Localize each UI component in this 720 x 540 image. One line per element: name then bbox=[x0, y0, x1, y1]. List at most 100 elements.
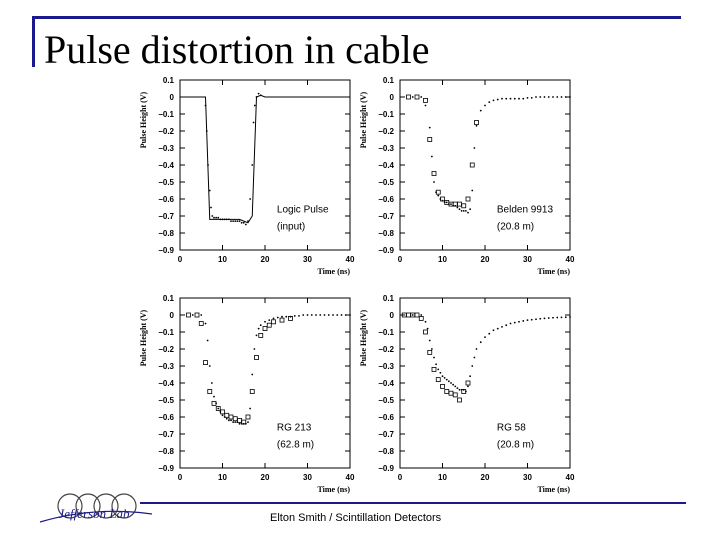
data-point bbox=[501, 326, 503, 328]
data-point bbox=[454, 204, 457, 207]
y-tick-label: −0.5 bbox=[158, 178, 174, 187]
y-tick-label: 0.1 bbox=[163, 294, 175, 303]
slide-title: Pulse distortion in cable bbox=[44, 27, 430, 72]
data-point bbox=[428, 126, 431, 129]
data-point bbox=[492, 99, 495, 102]
data-point bbox=[547, 317, 550, 319]
data-point bbox=[445, 378, 448, 381]
data-point bbox=[225, 417, 228, 420]
jefferson-lab-logo: Jefferson Lab bbox=[39, 493, 153, 523]
data-point bbox=[252, 121, 255, 124]
data-point bbox=[323, 314, 326, 316]
data-point-square bbox=[423, 329, 428, 335]
annotation: (20.8 m) bbox=[497, 222, 534, 233]
data-point bbox=[276, 316, 279, 319]
data-point bbox=[238, 422, 241, 425]
data-point bbox=[471, 189, 474, 192]
data-point bbox=[458, 208, 461, 211]
data-point bbox=[505, 97, 508, 100]
data-point bbox=[319, 314, 322, 316]
data-point-square bbox=[448, 390, 454, 396]
data-point bbox=[450, 203, 452, 206]
data-point bbox=[227, 419, 230, 422]
data-point bbox=[522, 320, 525, 322]
data-point bbox=[464, 210, 467, 212]
y-tick-label: −0.4 bbox=[158, 161, 174, 170]
data-point bbox=[450, 382, 452, 384]
x-tick-label: 40 bbox=[346, 473, 355, 482]
data-point bbox=[441, 199, 444, 202]
data-point bbox=[293, 314, 296, 317]
annotation: Logic Pulse bbox=[277, 205, 329, 216]
data-point bbox=[207, 164, 209, 166]
y-tick-label: 0.1 bbox=[383, 294, 395, 303]
y-tick-label: −0.1 bbox=[378, 328, 394, 337]
data-point bbox=[217, 216, 220, 219]
data-point bbox=[526, 319, 529, 321]
y-tick-label: −0.3 bbox=[378, 144, 394, 153]
data-point bbox=[505, 324, 508, 327]
x-tick-label: 0 bbox=[178, 255, 183, 264]
y-tick-label: −0.3 bbox=[378, 362, 394, 371]
data-point bbox=[513, 97, 516, 100]
data-point bbox=[522, 97, 525, 100]
annotation: (20.8 m) bbox=[497, 440, 534, 451]
y-tick-label: −0.9 bbox=[378, 464, 394, 473]
data-point bbox=[247, 220, 249, 223]
data-point bbox=[205, 130, 208, 132]
data-point bbox=[255, 96, 258, 98]
x-tick-label: 30 bbox=[523, 473, 532, 482]
data-point bbox=[234, 220, 237, 223]
data-point bbox=[484, 336, 486, 338]
data-point bbox=[204, 322, 207, 325]
data-point-square bbox=[207, 389, 213, 394]
data-point bbox=[213, 216, 215, 219]
x-tick-label: 20 bbox=[261, 255, 270, 264]
data-point bbox=[240, 221, 243, 224]
data-point bbox=[255, 334, 258, 337]
y-tick-label: −0.8 bbox=[158, 447, 174, 456]
data-point bbox=[458, 388, 461, 391]
y-tick-label: −0.2 bbox=[158, 345, 174, 354]
y-axis-label: Pulse Height (V) bbox=[359, 91, 368, 148]
data-point bbox=[251, 373, 254, 376]
y-tick-label: −0.7 bbox=[158, 212, 174, 221]
data-point-square bbox=[406, 312, 411, 318]
data-point bbox=[569, 96, 571, 98]
data-point-square bbox=[258, 332, 264, 338]
data-point bbox=[496, 327, 499, 330]
data-point bbox=[244, 422, 247, 425]
y-tick-label: −0.2 bbox=[378, 345, 394, 354]
data-point bbox=[221, 414, 224, 417]
data-point-square bbox=[465, 196, 471, 202]
data-point bbox=[306, 314, 309, 316]
data-point bbox=[298, 314, 300, 317]
data-point bbox=[227, 218, 230, 221]
y-tick-label: 0 bbox=[390, 93, 395, 102]
data-point-square bbox=[203, 360, 208, 366]
data-point bbox=[238, 220, 241, 223]
data-point bbox=[496, 98, 499, 101]
y-tick-label: −0.6 bbox=[158, 195, 174, 204]
x-tick-label: 20 bbox=[261, 473, 270, 482]
data-point bbox=[242, 221, 245, 224]
data-point bbox=[349, 314, 351, 316]
data-point bbox=[433, 356, 435, 359]
data-point-square bbox=[435, 377, 441, 383]
data-point bbox=[460, 210, 463, 212]
data-point-square bbox=[452, 392, 458, 398]
data-point-square bbox=[198, 321, 204, 326]
data-point bbox=[336, 314, 339, 316]
data-point bbox=[447, 380, 450, 383]
data-point bbox=[543, 96, 546, 98]
data-point bbox=[208, 189, 211, 192]
x-tick-label: 0 bbox=[398, 473, 403, 482]
plot-frame bbox=[399, 297, 571, 469]
data-point bbox=[340, 314, 343, 316]
data-point bbox=[569, 316, 571, 318]
data-point bbox=[200, 314, 203, 316]
data-point bbox=[332, 314, 334, 316]
y-tick-label: 0 bbox=[390, 311, 395, 320]
data-point bbox=[467, 385, 469, 388]
data-point-square bbox=[414, 94, 420, 100]
